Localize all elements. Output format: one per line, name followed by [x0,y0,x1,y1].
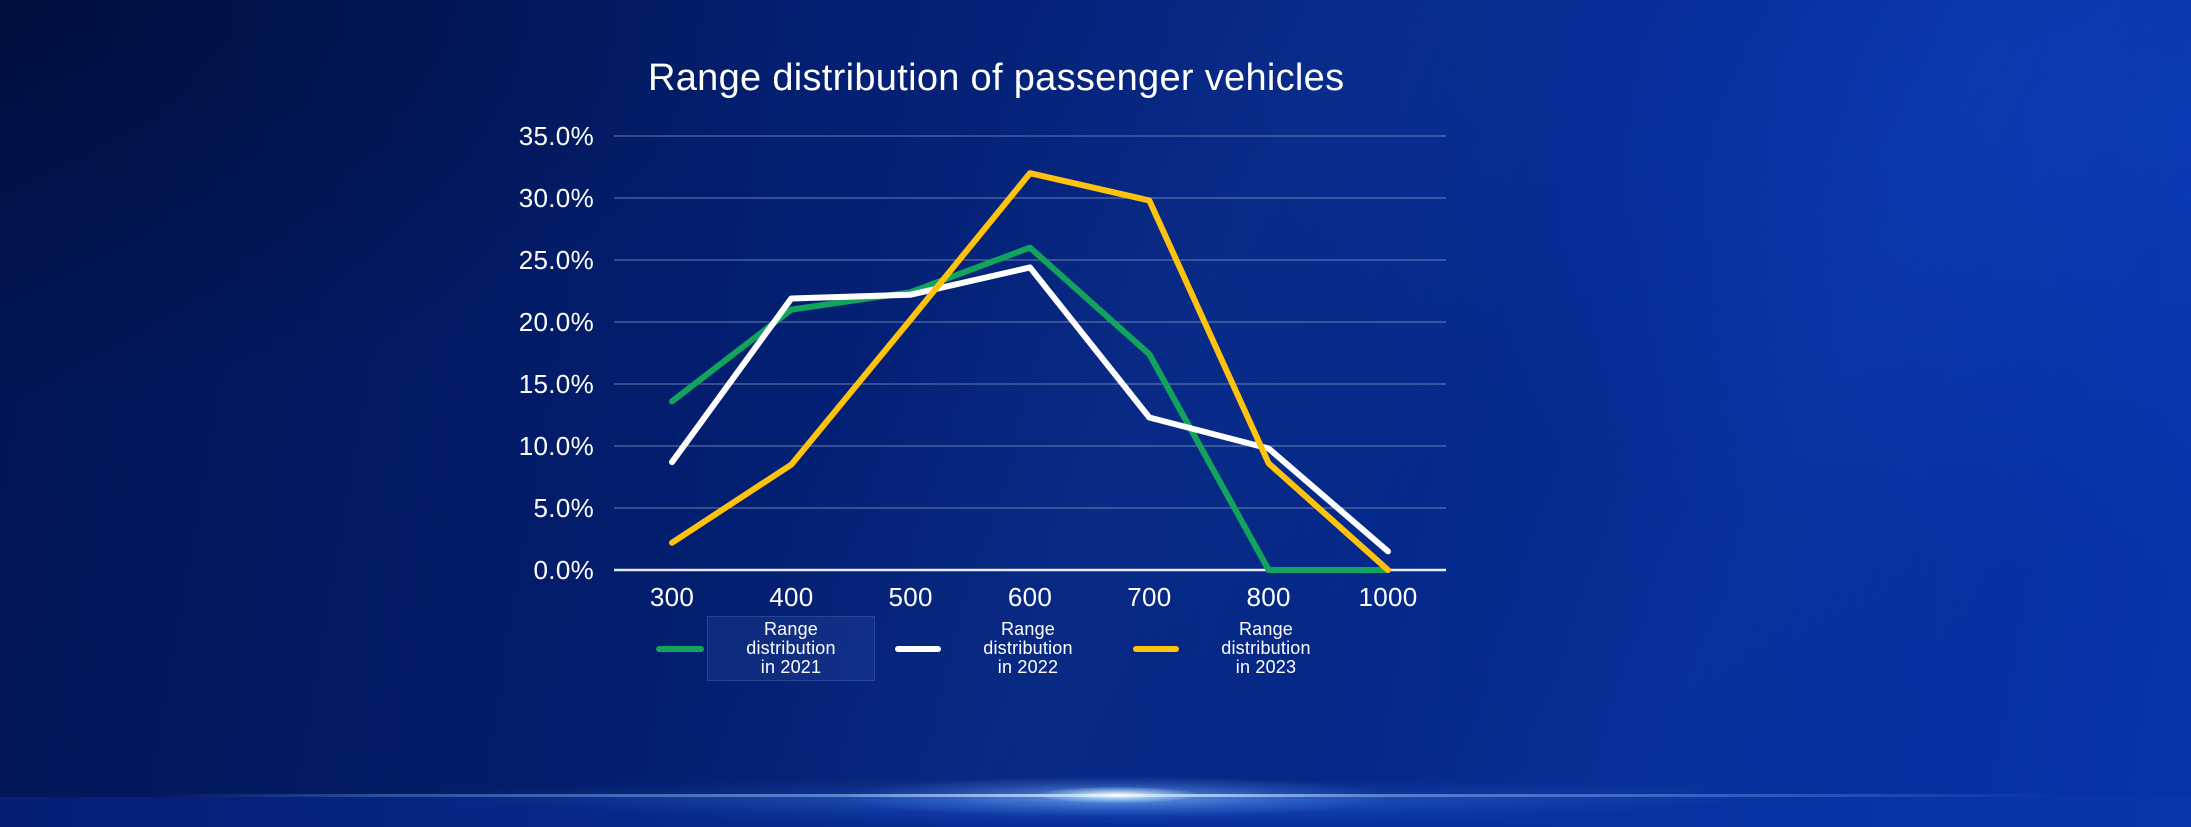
legend-swatch-2023 [1133,645,1179,652]
x-tick-label: 700 [1127,582,1172,612]
x-tick-label: 1000 [1358,582,1418,612]
legend-label-2022: Range distribution in 2022 [953,620,1103,677]
y-axis-tick-labels: 35.0% 30.0% 25.0% 20.0% 15.0% 10.0% 5.0%… [420,121,594,585]
legend-label-line: Range [763,619,819,639]
legend-label-line: in 2022 [997,657,1059,677]
legend-swatch-2021 [656,645,704,652]
chart-legend: Range distribution in 2021 Range distrib… [656,616,1341,681]
legend-label-line: distribution [983,638,1073,658]
legend-label-line: distribution [1221,638,1311,658]
legend-item-2023[interactable]: Range distribution in 2023 [1133,620,1341,677]
y-tick-label: 5.0% [533,493,594,523]
legend-label-line: distribution [746,638,836,658]
y-tick-label: 10.0% [518,431,594,461]
x-tick-label: 600 [1007,582,1053,612]
x-tick-label: 300 [649,582,695,612]
y-tick-label: 35.0% [518,121,594,151]
horizon-bright-core [1037,787,1197,803]
x-tick-label: 500 [888,582,933,612]
legend-swatch-2022 [895,645,941,652]
series-line-2021[interactable] [669,244,1391,573]
series-line-2022[interactable] [669,264,1391,555]
legend-label-2021: Range distribution in 2021 [707,616,875,681]
plot-svg [614,135,1446,573]
y-tick-label: 0.0% [533,555,594,585]
x-axis-tick-labels: 300 400 500 600 700 800 1000 [614,582,1446,614]
legend-label-line: Range [1238,619,1294,639]
legend-label-2023: Range distribution in 2023 [1191,620,1341,677]
y-tick-label: 15.0% [518,369,594,399]
chart-title: Range distribution of passenger vehicles [648,57,1345,99]
x-tick-label: 400 [769,582,814,612]
y-tick-label: 25.0% [518,245,594,275]
legend-label-line: Range [1000,619,1056,639]
x-tick-label: 800 [1246,582,1291,612]
legend-item-2022[interactable]: Range distribution in 2022 [895,620,1103,677]
series-line-2023[interactable] [669,170,1391,573]
y-tick-label: 30.0% [518,183,594,213]
y-tick-label: 20.0% [518,307,594,337]
legend-label-line: in 2023 [1235,657,1297,677]
legend-label-line: in 2021 [760,657,822,677]
legend-item-2021[interactable]: Range distribution in 2021 [656,616,875,681]
